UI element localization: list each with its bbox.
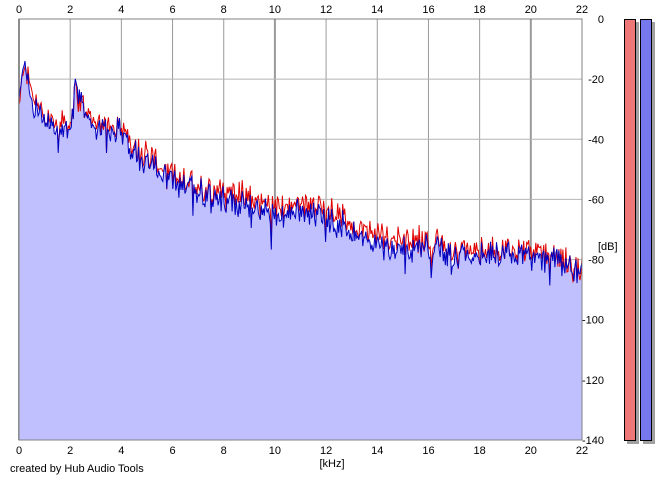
x-tick-label-top: 22 <box>576 4 588 16</box>
y-tick-label: 0 <box>598 14 604 26</box>
x-tick-label-top: 6 <box>169 4 175 16</box>
x-tick-label-bottom: 14 <box>371 445 383 457</box>
y-tick-label: -20 <box>588 74 604 86</box>
y-tick-labels: 0 -20 -40 -60 -80 -100 -120 -140 <box>582 14 604 447</box>
y-tick-label: -140 <box>582 435 604 447</box>
y-tick-label: -100 <box>582 315 604 327</box>
x-tick-label-bottom: 12 <box>320 445 332 457</box>
x-tick-label-top: 4 <box>118 4 124 16</box>
x-tick-label-bottom: 18 <box>474 445 486 457</box>
x-tick-label-bottom: 20 <box>525 445 537 457</box>
x-tick-label-bottom: 22 <box>576 445 588 457</box>
x-axis-label: [kHz] <box>319 458 344 470</box>
x-tick-label-top: 2 <box>67 4 73 16</box>
y-tick-label: -40 <box>588 134 604 146</box>
x-tick-label-top: 16 <box>422 4 434 16</box>
series-layer <box>18 60 583 286</box>
y-axis-label: [dB] <box>598 241 618 253</box>
x-tick-label-top: 10 <box>269 4 281 16</box>
y-tick-label: -120 <box>582 375 604 387</box>
x-tick-label-bottom: 8 <box>221 445 227 457</box>
y-tick-label: -80 <box>588 255 604 267</box>
x-tick-label-bottom: 6 <box>169 445 175 457</box>
x-tick-label-top: 20 <box>525 4 537 16</box>
x-tick-label-top: 12 <box>320 4 332 16</box>
x-tick-label-bottom: 10 <box>269 445 281 457</box>
x-tick-label-top: 0 <box>16 4 22 16</box>
y-tick-label: -60 <box>588 194 604 206</box>
spectrum-fill-area <box>19 61 582 440</box>
plot-frame <box>18 18 583 441</box>
credit-text: created by Hub Audio Tools <box>10 463 144 475</box>
x-tick-label-bottom: 4 <box>118 445 124 457</box>
x-tick-label-bottom: 16 <box>422 445 434 457</box>
x-tick-label-bottom: 0 <box>16 445 22 457</box>
right-channel-level-meter <box>640 19 652 441</box>
x-tick-label-top: 18 <box>474 4 486 16</box>
x-tick-label-bottom: 2 <box>67 445 73 457</box>
series-line-1 <box>18 65 583 283</box>
x-tick-label-top: 8 <box>221 4 227 16</box>
x-tick-label-top: 14 <box>371 4 383 16</box>
series-line-2 <box>18 60 583 286</box>
left-channel-level-meter <box>624 19 636 441</box>
